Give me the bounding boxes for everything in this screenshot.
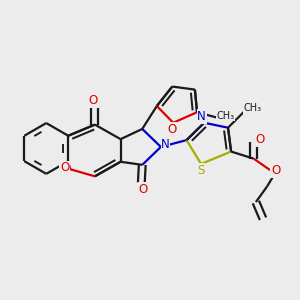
Text: O: O xyxy=(138,183,148,196)
Text: CH₃: CH₃ xyxy=(217,111,235,121)
Text: O: O xyxy=(60,161,69,174)
Text: O: O xyxy=(255,133,265,146)
Text: N: N xyxy=(161,138,170,151)
Text: O: O xyxy=(89,94,98,107)
Text: O: O xyxy=(167,123,176,136)
Text: S: S xyxy=(197,164,205,177)
Text: O: O xyxy=(271,164,280,177)
Text: CH₃: CH₃ xyxy=(243,103,261,113)
Text: N: N xyxy=(197,110,206,123)
